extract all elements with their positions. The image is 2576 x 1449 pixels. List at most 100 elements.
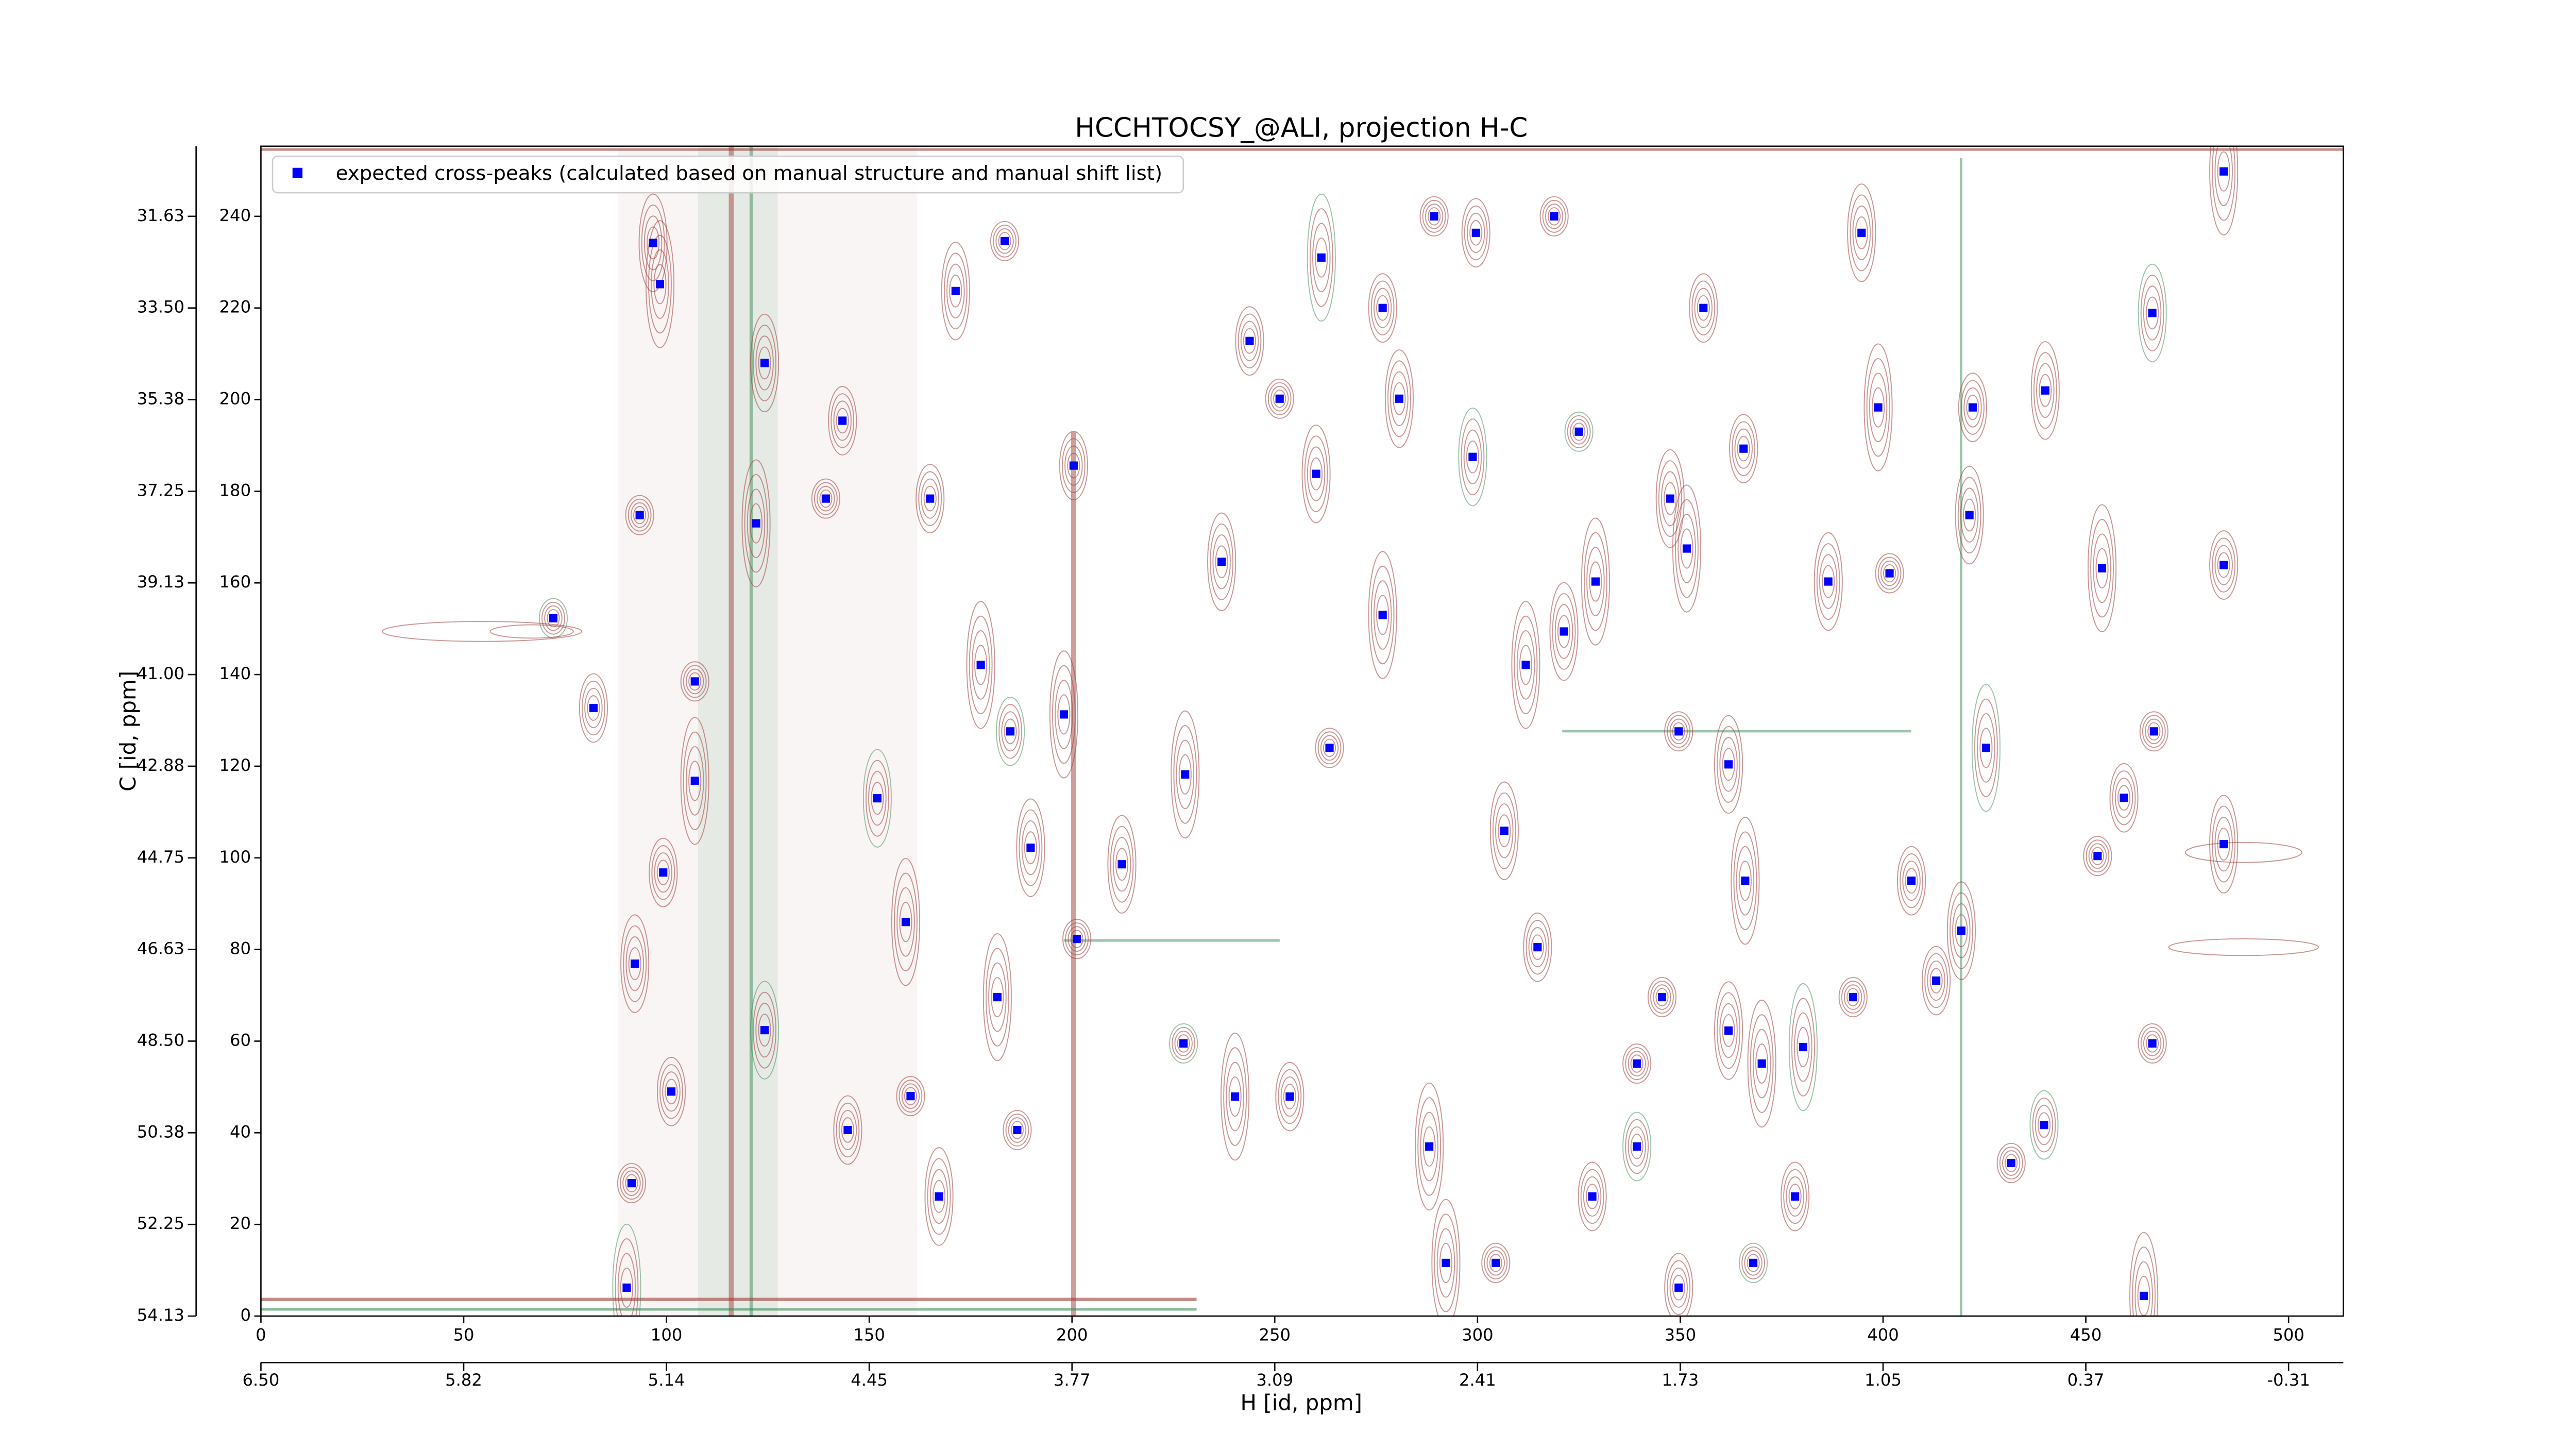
- contour: [929, 1169, 948, 1224]
- contour: [1625, 1119, 1649, 1174]
- cross-peak: [1468, 452, 1477, 461]
- y-axis-label: C [id, ppm]: [115, 671, 141, 791]
- x-tick-label: 200: [1056, 1325, 1088, 1345]
- contour: [2139, 711, 2168, 752]
- contour: [1650, 981, 1674, 1014]
- contour: [1850, 194, 1874, 272]
- cross-peak: [2149, 727, 2158, 736]
- cross-peak: [627, 1179, 636, 1188]
- contour: [1586, 547, 1605, 616]
- contour: [1238, 313, 1262, 368]
- contour: [819, 489, 833, 508]
- cross-peak: [752, 519, 760, 528]
- contour: [489, 624, 574, 639]
- contour: [581, 680, 605, 736]
- contour: [1781, 1161, 1810, 1232]
- contour: [1486, 1250, 1505, 1276]
- contour: [1267, 382, 1292, 415]
- contour: [612, 1223, 641, 1317]
- contour: [1897, 846, 1926, 916]
- contour: [1880, 560, 1899, 586]
- contour: [1178, 754, 1192, 795]
- contour: [1173, 725, 1197, 824]
- contour: [1957, 477, 1981, 554]
- y2-tick-label: 42.88: [137, 755, 184, 775]
- cross-peak: [690, 777, 699, 785]
- contour: [1819, 554, 1838, 609]
- contour: [1625, 1047, 1649, 1080]
- contour: [1307, 193, 1336, 322]
- y2-tick-label: 54.13: [137, 1305, 184, 1325]
- y-tick-label: 140: [219, 664, 251, 683]
- contour: [1946, 881, 1976, 980]
- contour: [838, 1109, 857, 1151]
- contour: [1877, 557, 1902, 590]
- contour: [1741, 1246, 1766, 1279]
- contour: [1270, 385, 1289, 412]
- contour: [750, 313, 779, 413]
- contour: [2033, 352, 2057, 429]
- contour: [1846, 988, 1860, 1006]
- contour: [750, 981, 779, 1080]
- contour: [1439, 1242, 1453, 1283]
- contour: [1960, 487, 1979, 543]
- contour: [833, 400, 852, 441]
- contour: [2209, 530, 2239, 600]
- contour: [1589, 561, 1602, 602]
- contour: [1320, 735, 1339, 761]
- contour: [836, 408, 849, 434]
- contour: [1373, 288, 1392, 328]
- cross-peak: [1006, 727, 1015, 736]
- cross-peak: [1560, 627, 1568, 636]
- contour: [2114, 778, 2133, 818]
- contour: [871, 782, 884, 815]
- contour: [1323, 738, 1336, 757]
- cross-peak: [1724, 1026, 1733, 1035]
- cross-peak: [2148, 309, 2157, 317]
- contour: [662, 1071, 681, 1112]
- contour: [2143, 285, 2162, 341]
- contour: [2086, 839, 2110, 873]
- y-tick-label: 20: [230, 1214, 251, 1233]
- contour: [1417, 1097, 1442, 1196]
- contour: [2145, 718, 2163, 745]
- cross-peak: [659, 868, 668, 877]
- contour: [1697, 295, 1710, 321]
- contour: [1176, 739, 1195, 810]
- contour: [688, 761, 702, 801]
- contour: [927, 1158, 951, 1235]
- cross-peak: [1874, 403, 1883, 412]
- contour: [1169, 1023, 1198, 1064]
- chart-title: HCCHTOCSY_@ALI, projection H-C: [1075, 113, 1528, 144]
- x2-tick-label: 3.09: [1256, 1370, 1293, 1390]
- contour: [2005, 1154, 2018, 1172]
- contour: [1675, 499, 1699, 598]
- cross-peak: [667, 1087, 676, 1096]
- contour: [2036, 363, 2055, 418]
- contour: [2140, 274, 2164, 351]
- contour: [381, 621, 582, 642]
- contour: [1492, 792, 1516, 869]
- contour: [1567, 415, 1591, 448]
- contour: [617, 1253, 636, 1317]
- contour: [1672, 722, 1685, 741]
- contour: [1583, 1176, 1602, 1217]
- contour: [1278, 1069, 1302, 1124]
- contour: [1384, 349, 1414, 448]
- cross-peak: [2219, 840, 2228, 849]
- contour: [628, 947, 641, 981]
- contour: [941, 242, 970, 341]
- contour: [1373, 580, 1392, 650]
- contour: [1871, 387, 1885, 428]
- cross-peak: [1741, 877, 1750, 885]
- contour: [1852, 205, 1871, 261]
- contour: [1788, 983, 1818, 1111]
- cross-peak: [1657, 993, 1667, 1002]
- contour: [1979, 728, 1993, 768]
- contour: [833, 1095, 862, 1165]
- x-tick-label: 300: [1462, 1325, 1494, 1345]
- y-tick-label: 180: [219, 480, 251, 500]
- contour: [1265, 378, 1294, 419]
- cross-peak: [906, 1092, 915, 1101]
- contour: [841, 1117, 855, 1143]
